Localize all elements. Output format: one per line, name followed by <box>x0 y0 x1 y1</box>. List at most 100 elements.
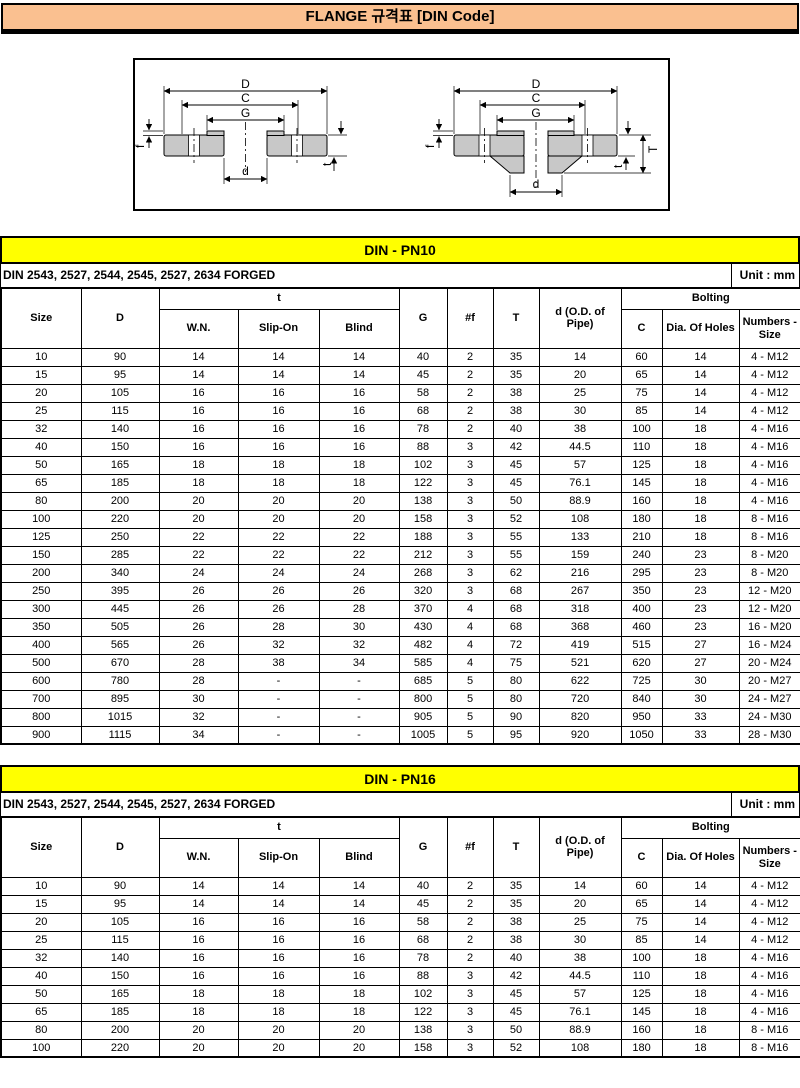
cell: 88 <box>398 966 448 986</box>
cell: 105 <box>80 912 160 932</box>
cell: 28 <box>318 599 400 619</box>
col-header-blind: Blind <box>318 837 400 878</box>
cell: 14 <box>318 347 400 367</box>
cell: 4 - M12 <box>738 876 800 896</box>
pn10-table: Size D t G #f T d (O.D. of Pipe) Bolting… <box>0 287 800 745</box>
cell: 95 <box>80 894 160 914</box>
col-header-num-f: #f <box>446 816 494 878</box>
cell: 16 <box>318 912 400 932</box>
pn16-table-body: 10 90 14 14 14 40 2 35 14 60 14 4 - M12 15 95 14 14 14 45… <box>0 876 800 1058</box>
cell: 14 <box>661 876 740 896</box>
cell: 16 <box>318 383 400 403</box>
cell: 16 <box>318 401 400 421</box>
note-row: DIN 2543, 2527, 2544, 2545, 2527, 2634 F… <box>0 793 800 816</box>
cell: 521 <box>538 653 622 673</box>
cell: 840 <box>620 689 663 709</box>
cell: 18 <box>237 984 320 1004</box>
cell: 200 <box>0 563 82 583</box>
cell: 68 <box>398 930 448 950</box>
cell: 3 <box>446 473 494 493</box>
col-header-dia-of-holes: Dia. Of Holes <box>661 837 740 878</box>
cell: 4 - M16 <box>738 1002 800 1022</box>
cell: 18 <box>661 984 740 1004</box>
cell: 14 <box>237 365 320 385</box>
dim-label-d: d <box>533 177 540 191</box>
table-row: 80 200 20 20 20 138 3 50 88.9 160 18 8 - M16 <box>0 1020 800 1040</box>
col-header-slip-on: Slip-On <box>237 837 320 878</box>
table-row: 700 895 30- -800 5 80 720 840 30 24 - M27 <box>0 689 800 709</box>
cell: 18 <box>661 455 740 475</box>
dim-label-d: d <box>242 164 249 178</box>
cell: 3 <box>446 1020 494 1040</box>
cell: 700 <box>0 689 82 709</box>
cell: 4 - M16 <box>738 419 800 439</box>
cell: 30 <box>538 930 622 950</box>
cell: 65 <box>620 894 663 914</box>
table-row: 20 105 16 16 16 58 2 38 25 75 14 4 - M12 <box>0 383 800 403</box>
cell: 30 <box>538 401 622 421</box>
cell: 40 <box>398 876 448 896</box>
cell: 20 <box>0 912 82 932</box>
cell: 38 <box>492 383 540 403</box>
cell: 38 <box>538 419 622 439</box>
cell: 3 <box>446 527 494 547</box>
cell: - <box>318 707 400 727</box>
cell: 45 <box>492 455 540 475</box>
cell: 18 <box>237 455 320 475</box>
cell: 18 <box>158 473 239 493</box>
cell: 430 <box>398 617 448 637</box>
cell: 4 - M12 <box>738 894 800 914</box>
cell: 14 <box>237 894 320 914</box>
cell: 40 <box>398 347 448 367</box>
cell: 26 <box>158 635 239 655</box>
cell: 250 <box>0 581 82 601</box>
cell: 75 <box>620 912 663 932</box>
cell: 65 <box>0 1002 82 1022</box>
pn10-table-body: 10 90 14 14 14 40 2 35 14 60 14 4 - M12 15 95 14 14 14 45… <box>0 347 800 745</box>
cell: 16 <box>158 419 239 439</box>
dim-label-T: T <box>646 145 660 153</box>
cell: 38 <box>538 948 622 968</box>
cell: 80 <box>492 689 540 709</box>
cell: 145 <box>620 1002 663 1022</box>
cell: 158 <box>398 509 448 529</box>
table-row: 50 165 18 18 18 102 3 45 57 125 18 4 - M16 <box>0 455 800 475</box>
cell: - <box>318 689 400 709</box>
cell: 4 - M16 <box>738 984 800 1004</box>
table-row: 10 90 14 14 14 40 2 35 14 60 14 4 - M12 <box>0 347 800 367</box>
cell: 212 <box>398 545 448 565</box>
cell: 18 <box>661 1020 740 1040</box>
cell: 685 <box>398 671 448 691</box>
cell: 2 <box>446 347 494 367</box>
cell: 14 <box>661 930 740 950</box>
table-row: 32 140 16 16 16 78 2 40 38 100 18 4 - M16 <box>0 419 800 439</box>
cell: 895 <box>80 689 160 709</box>
cell: 102 <box>398 455 448 475</box>
cell: 62 <box>492 563 540 583</box>
cell: 4 - M16 <box>738 455 800 475</box>
cell: 216 <box>538 563 622 583</box>
cell: 22 <box>237 527 320 547</box>
cell: 159 <box>538 545 622 565</box>
section-heading-pn10: DIN - PN10 <box>0 236 800 264</box>
col-header-D: D <box>80 287 160 349</box>
cell: 500 <box>0 653 82 673</box>
cell: 14 <box>538 347 622 367</box>
cell: 3 <box>446 455 494 475</box>
cell: 20 <box>237 491 320 511</box>
cell: 800 <box>398 689 448 709</box>
cell: 400 <box>0 635 82 655</box>
weld-neck-flange-drawing: D C G d f t T <box>423 77 660 197</box>
cell: 25 <box>538 912 622 932</box>
cell: - <box>318 671 400 691</box>
cell: 78 <box>398 419 448 439</box>
cell: 2 <box>446 401 494 421</box>
cell: 16 <box>237 912 320 932</box>
dim-label-f: f <box>423 144 437 148</box>
cell: 16 <box>158 383 239 403</box>
cell: 220 <box>80 1038 160 1058</box>
cell: 180 <box>620 1038 663 1058</box>
cell: 23 <box>661 599 740 619</box>
standard-note: DIN 2543, 2527, 2544, 2545, 2527, 2634 F… <box>3 797 276 811</box>
dim-label-t: t <box>611 164 625 168</box>
